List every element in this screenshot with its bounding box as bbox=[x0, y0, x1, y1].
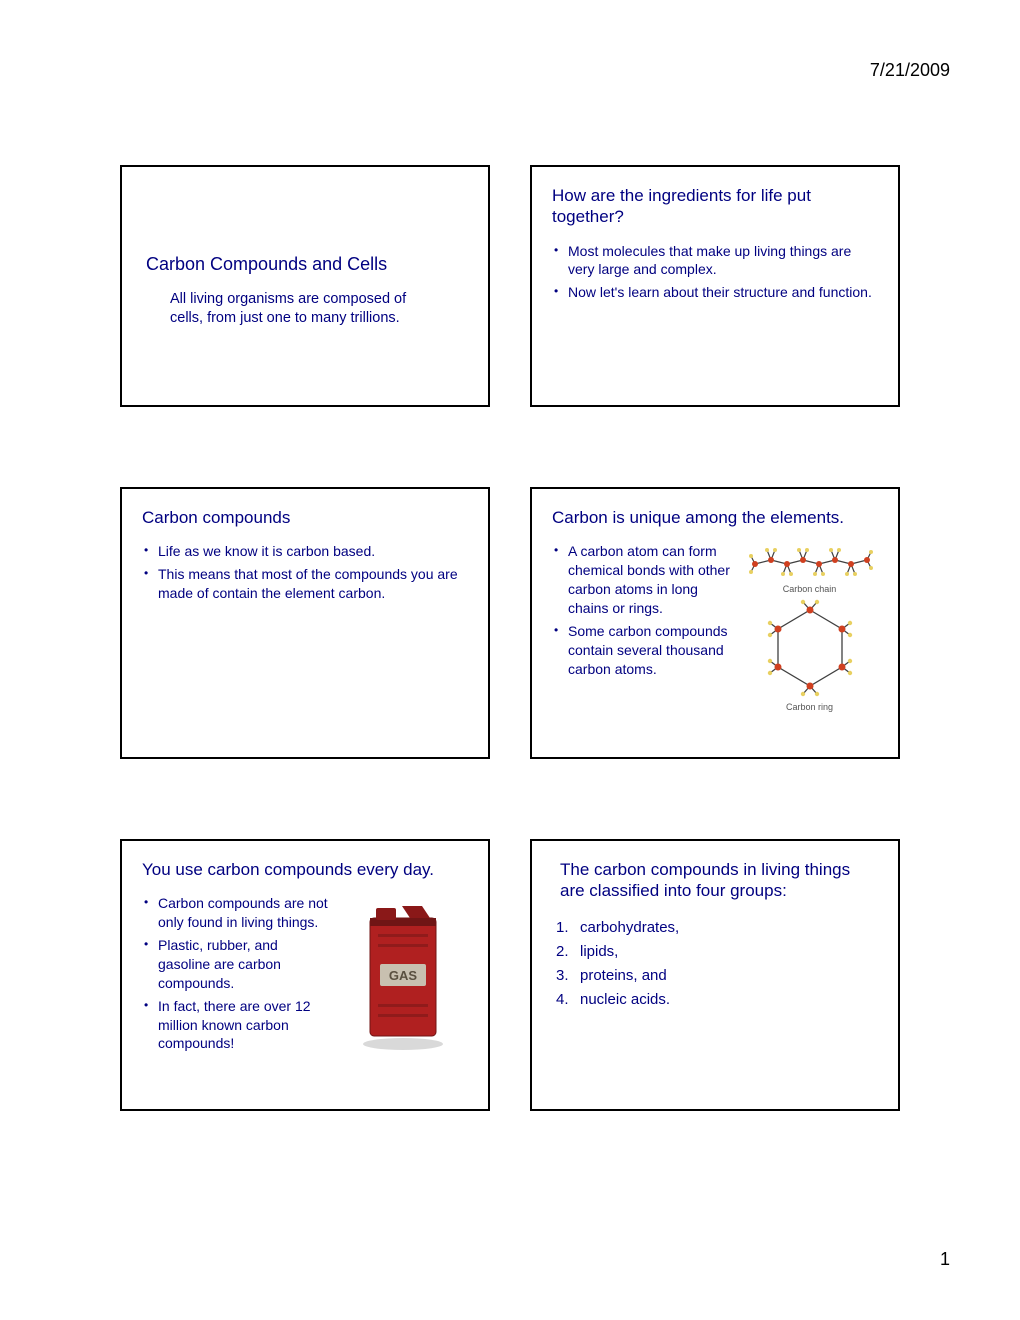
list-item: lipids, bbox=[552, 940, 878, 964]
bullet-item: Some carbon compounds contain several th… bbox=[552, 622, 733, 679]
slide-title: Carbon Compounds and Cells bbox=[146, 253, 468, 276]
numbered-list: carbohydrates, lipids, proteins, and nuc… bbox=[552, 916, 878, 1012]
bullet-item: This means that most of the compounds yo… bbox=[142, 565, 468, 603]
figure-caption: Carbon ring bbox=[786, 702, 833, 712]
slide-5: You use carbon compounds every day. Carb… bbox=[120, 839, 490, 1111]
bullet-list: Most molecules that make up living thing… bbox=[552, 242, 878, 303]
carbon-ring-icon bbox=[760, 598, 860, 698]
bullet-list: Carbon compounds are not only found in l… bbox=[142, 894, 330, 1053]
bullet-item: Carbon compounds are not only found in l… bbox=[142, 894, 330, 932]
bullet-item: Most molecules that make up living thing… bbox=[552, 242, 878, 280]
page-number: 1 bbox=[940, 1249, 950, 1270]
slide-subtitle: All living organisms are composed of cel… bbox=[170, 290, 468, 329]
bullet-item: Now let's learn about their structure an… bbox=[552, 283, 878, 302]
slide-title: Carbon compounds bbox=[142, 507, 468, 528]
list-item: nucleic acids. bbox=[552, 988, 878, 1012]
list-item: carbohydrates, bbox=[552, 916, 878, 940]
slide-title: Carbon is unique among the elements. bbox=[552, 507, 878, 528]
gas-can-icon: GAS bbox=[348, 896, 458, 1056]
slide-title: The carbon compounds in living things ar… bbox=[552, 859, 878, 902]
bullet-list: Life as we know it is carbon based. This… bbox=[142, 542, 468, 603]
carbon-figures: Carbon chain bbox=[741, 542, 878, 712]
bullet-item: A carbon atom can form chemical bonds wi… bbox=[552, 542, 733, 618]
slide-3: Carbon compounds Life as we know it is c… bbox=[120, 487, 490, 759]
slide-4: Carbon is unique among the elements. A c… bbox=[530, 487, 900, 759]
bullet-item: In fact, there are over 12 million known… bbox=[142, 997, 330, 1054]
svg-text:GAS: GAS bbox=[389, 968, 418, 983]
slide-title: You use carbon compounds every day. bbox=[142, 859, 468, 880]
slide-6: The carbon compounds in living things ar… bbox=[530, 839, 900, 1111]
page-date: 7/21/2009 bbox=[870, 60, 950, 81]
bullet-item: Plastic, rubber, and gasoline are carbon… bbox=[142, 936, 330, 993]
figure-caption: Carbon chain bbox=[783, 584, 837, 594]
carbon-chain-icon bbox=[745, 542, 875, 580]
slide-title: How are the ingredients for life put tog… bbox=[552, 185, 878, 228]
gas-can-image: GAS bbox=[338, 894, 468, 1057]
bullet-list: A carbon atom can form chemical bonds wi… bbox=[552, 542, 733, 678]
list-item: proteins, and bbox=[552, 964, 878, 988]
bullet-item: Life as we know it is carbon based. bbox=[142, 542, 468, 561]
slides-grid: Carbon Compounds and Cells All living or… bbox=[120, 165, 900, 1111]
slide-2: How are the ingredients for life put tog… bbox=[530, 165, 900, 407]
slide-1: Carbon Compounds and Cells All living or… bbox=[120, 165, 490, 407]
